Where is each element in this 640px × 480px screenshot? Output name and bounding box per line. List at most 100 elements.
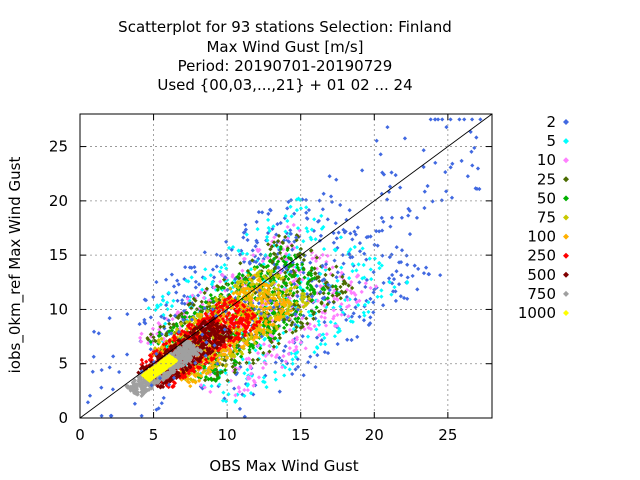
data-point — [223, 309, 228, 314]
data-point — [248, 267, 254, 272]
data-point — [311, 316, 316, 321]
data-point — [330, 293, 335, 298]
data-point — [261, 342, 267, 347]
data-point — [198, 290, 203, 295]
data-point — [231, 291, 236, 296]
data-point — [222, 352, 228, 357]
data-point — [363, 284, 368, 290]
data-point — [182, 344, 188, 350]
data-point — [188, 330, 193, 335]
data-point — [367, 256, 372, 261]
data-point — [203, 311, 208, 316]
data-point — [235, 334, 241, 340]
data-point — [241, 338, 246, 343]
data-point — [244, 307, 250, 313]
data-point — [236, 337, 241, 342]
data-point — [275, 222, 280, 227]
data-point — [295, 294, 300, 299]
data-point — [270, 289, 275, 295]
data-point — [275, 275, 280, 280]
data-point — [366, 309, 371, 315]
data-point — [305, 285, 310, 290]
data-point — [163, 321, 168, 326]
data-point — [473, 186, 478, 191]
data-point — [212, 345, 217, 350]
data-point — [210, 279, 215, 285]
data-point — [200, 343, 205, 348]
data-point — [340, 290, 345, 295]
data-point — [281, 320, 287, 325]
data-point — [381, 280, 386, 286]
data-point — [281, 348, 286, 353]
data-point — [251, 289, 256, 294]
data-point — [233, 283, 238, 288]
data-point — [166, 318, 171, 323]
data-point — [171, 343, 177, 348]
data-point — [157, 333, 163, 338]
data-point — [245, 342, 250, 347]
data-point — [150, 326, 156, 331]
data-point — [209, 282, 214, 287]
data-point — [251, 337, 256, 342]
data-point — [321, 277, 327, 282]
data-point — [243, 381, 249, 387]
data-point — [272, 256, 277, 261]
data-point — [344, 294, 350, 300]
data-point — [245, 367, 250, 372]
data-point — [224, 314, 229, 319]
data-point — [293, 367, 298, 372]
data-point — [319, 226, 324, 231]
data-point — [325, 350, 331, 356]
data-point — [205, 346, 210, 351]
data-point — [274, 301, 279, 306]
data-point — [323, 262, 329, 267]
data-point — [177, 313, 182, 318]
data-point — [182, 357, 187, 362]
data-point — [412, 263, 417, 268]
data-point — [268, 315, 274, 320]
data-point — [366, 322, 371, 328]
data-point — [282, 254, 287, 259]
data-point — [196, 337, 201, 342]
data-point — [398, 260, 404, 265]
data-point — [213, 334, 218, 339]
data-point — [87, 393, 93, 398]
data-point — [286, 199, 291, 204]
data-point — [244, 360, 249, 365]
data-point — [286, 255, 291, 260]
data-point — [224, 356, 230, 361]
data-point — [312, 266, 317, 271]
data-point — [312, 310, 317, 315]
data-point — [272, 370, 278, 375]
data-point — [137, 377, 142, 383]
data-point — [166, 384, 171, 390]
data-point — [274, 243, 279, 248]
data-point — [206, 356, 211, 361]
data-point — [317, 255, 322, 261]
data-point — [272, 296, 278, 301]
data-point — [240, 273, 245, 278]
data-point — [320, 207, 325, 212]
data-point — [278, 250, 283, 255]
data-point — [239, 345, 244, 350]
data-point — [143, 383, 148, 388]
data-point — [294, 277, 299, 282]
data-point — [166, 376, 171, 381]
data-point — [214, 306, 220, 311]
data-point — [231, 325, 236, 330]
data-point — [155, 305, 160, 310]
data-point — [195, 365, 201, 370]
data-point — [448, 117, 453, 122]
data-point — [179, 369, 184, 374]
data-point — [251, 378, 256, 383]
data-point — [271, 344, 277, 349]
data-point — [333, 321, 338, 326]
data-point — [217, 346, 223, 351]
data-point — [193, 285, 198, 290]
data-point — [202, 250, 207, 255]
data-point — [283, 274, 289, 279]
data-point — [462, 117, 467, 122]
data-point — [196, 378, 202, 383]
data-point — [469, 117, 475, 122]
